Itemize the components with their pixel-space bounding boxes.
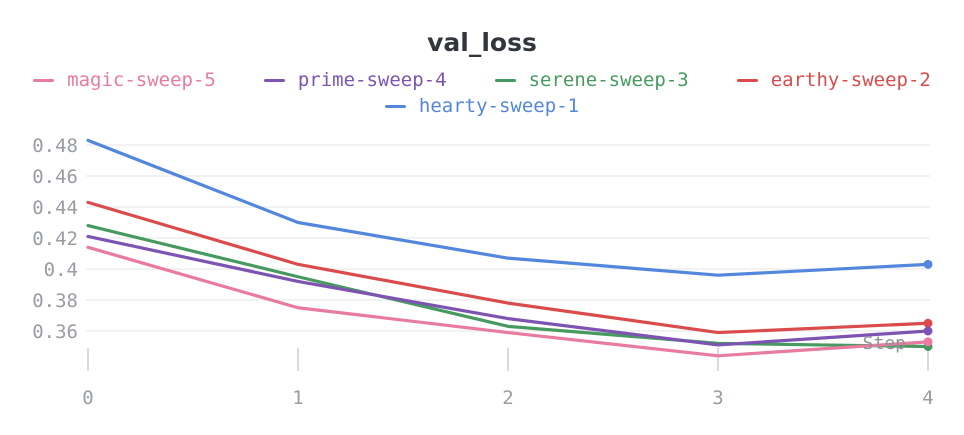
- legend-swatch: [384, 104, 406, 109]
- y-axis-tick-label: 0.38: [32, 290, 78, 312]
- legend-item-prime-sweep-4[interactable]: prime-sweep-4: [240, 68, 471, 93]
- series-line-magic-sweep-5[interactable]: [86, 245, 930, 358]
- legend-item-serene-sweep-3[interactable]: serene-sweep-3: [471, 68, 713, 93]
- x-axis-tick-label: 3: [712, 387, 723, 409]
- x-axis-tick-label: 4: [922, 387, 933, 409]
- series-endpoint-marker-prime-sweep-4: [923, 326, 933, 336]
- series-line-hearty-sweep-1[interactable]: [86, 138, 930, 277]
- legend-label: hearty-sweep-1: [418, 95, 580, 117]
- legend-swatch: [33, 78, 55, 83]
- x-axis-tick-label: 2: [502, 387, 513, 409]
- legend-label: serene-sweep-3: [528, 69, 689, 91]
- legend-label: earthy-sweep-2: [770, 69, 931, 91]
- series-line-serene-sweep-3[interactable]: [86, 223, 930, 349]
- chart-legend: magic-sweep-5 prime-sweep-4 serene-sweep-3…: [0, 68, 964, 119]
- y-axis-tick-label: 0.42: [32, 228, 78, 250]
- y-axis-tick-label: 0.4: [44, 259, 78, 281]
- legend-label: prime-sweep-4: [297, 69, 447, 91]
- series-line-earthy-sweep-2[interactable]: [86, 200, 930, 335]
- series-endpoint-marker-magic-sweep-5: [923, 337, 933, 347]
- x-axis-title: Step: [863, 333, 906, 354]
- x-axis-tick-label: 1: [292, 387, 303, 409]
- series-endpoint-marker-hearty-sweep-1: [923, 259, 933, 269]
- legend-label: magic-sweep-5: [67, 69, 216, 91]
- y-axis-tick-label: 0.36: [32, 321, 78, 343]
- y-axis-tick-label: 0.46: [32, 166, 78, 188]
- chart-title: val_loss: [427, 28, 537, 57]
- series-line-prime-sweep-4[interactable]: [86, 234, 930, 347]
- y-axis-tick-label: 0.48: [32, 135, 78, 157]
- x-axis-tick-label: 0: [82, 387, 93, 409]
- legend-swatch: [263, 78, 285, 83]
- series-endpoint-marker-earthy-sweep-2: [923, 318, 933, 328]
- line-chart-canvas[interactable]: 0.48 0.46 0.44 0.42 0.4 0.38 0.36 0 1 2 3 4 Step: [0, 120, 964, 435]
- legend-item-earthy-sweep-2[interactable]: earthy-sweep-2: [713, 68, 955, 93]
- legend-swatch: [494, 78, 516, 83]
- legend-item-magic-sweep-5[interactable]: magic-sweep-5: [9, 68, 240, 93]
- legend-item-hearty-sweep-1[interactable]: hearty-sweep-1: [361, 94, 603, 119]
- legend-swatch: [736, 78, 758, 83]
- y-axis-tick-label: 0.44: [32, 197, 78, 219]
